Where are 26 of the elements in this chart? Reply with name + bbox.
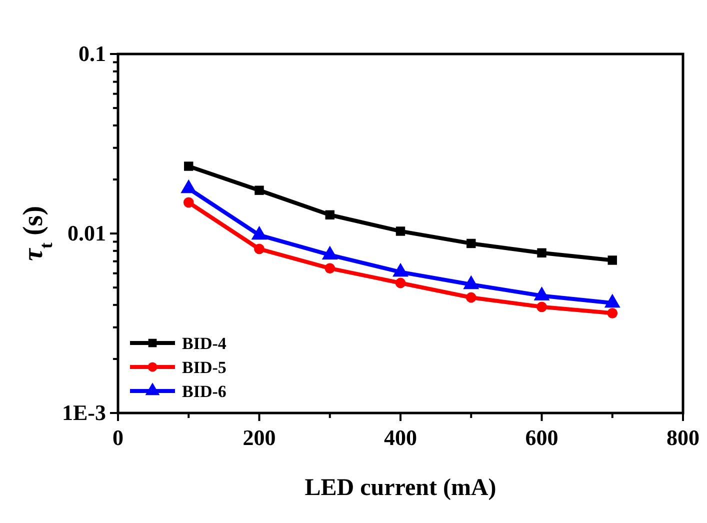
point (184, 162, 194, 171)
point (466, 292, 476, 303)
legend-label: BID-6 (182, 382, 226, 401)
point (254, 244, 264, 254)
x-tick-label: 0 (112, 425, 124, 450)
legend-label: BID-4 (182, 334, 227, 353)
point (395, 278, 406, 288)
x-tick-label: 600 (525, 425, 558, 450)
point (537, 248, 546, 258)
point (325, 210, 334, 220)
point (183, 197, 194, 208)
x-axis-title: LED current (mA) (304, 475, 496, 501)
y-tick-label: 1E-3 (62, 400, 106, 425)
point (536, 302, 547, 312)
x-tick-label: 400 (384, 425, 417, 450)
point (608, 256, 617, 265)
x-tick-label: 800 (666, 425, 700, 450)
point (607, 308, 618, 318)
point (466, 238, 476, 248)
y-tick-label: 0.1 (78, 41, 106, 66)
point (324, 263, 336, 274)
legend-label: BID-5 (182, 358, 226, 377)
point (254, 186, 264, 195)
y-tick-label: 0.01 (68, 220, 106, 246)
x-tick-label: 200 (242, 425, 276, 450)
point (396, 226, 406, 236)
